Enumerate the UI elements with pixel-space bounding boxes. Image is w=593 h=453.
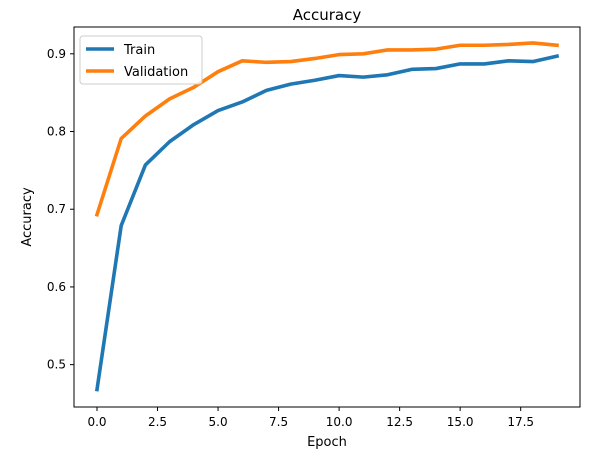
x-tick-label: 15.0	[447, 415, 474, 429]
legend: Train Validation	[79, 35, 203, 85]
legend-label-train: Train	[123, 43, 155, 58]
y-tick-label: 0.7	[47, 202, 66, 216]
series-line-train	[94, 53, 560, 392]
x-tick-label: 2.5	[148, 415, 167, 429]
chart-title: Accuracy	[293, 6, 362, 24]
y-tick-label: 0.5	[47, 358, 66, 372]
series-line-validation	[94, 41, 559, 217]
y-axis-label: Accuracy	[20, 187, 35, 247]
x-tick-label: 0.0	[87, 415, 106, 429]
x-tick-label: 17.5	[507, 415, 534, 429]
x-tick-label: 7.5	[269, 415, 288, 429]
x-tick-label: 10.0	[326, 415, 353, 429]
legend-label-validation: Validation	[124, 65, 188, 80]
x-tick-label: 12.5	[386, 415, 413, 429]
y-tick-label: 0.9	[47, 47, 66, 61]
x-tick-label: 5.0	[209, 415, 228, 429]
x-axis-label: Epoch	[307, 435, 347, 450]
axes-frame	[73, 26, 581, 408]
x-axis-ticks: 0.0 2.5 5.0 7.5 10.0 12.5 15.0 17.5	[87, 407, 534, 429]
y-axis-ticks: 0.5 0.6 0.7 0.8 0.9	[47, 47, 74, 372]
y-tick-label: 0.6	[47, 280, 66, 294]
y-tick-label: 0.8	[47, 125, 66, 139]
